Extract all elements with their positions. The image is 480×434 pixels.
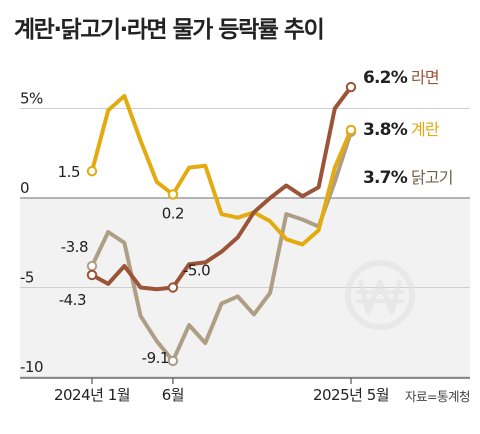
end-label-value: 3.7% bbox=[363, 168, 408, 188]
data-point-marker bbox=[86, 260, 98, 272]
data-labels: -4.3 -5.0 1.5 0.2 -3.8 -9.1 6.2% 라면 3.8% 계란 3.7% 닭고… bbox=[58, 68, 454, 367]
series-line-라면 bbox=[90, 85, 353, 292]
data-label: -9.1 bbox=[142, 349, 169, 367]
end-point-marker bbox=[345, 124, 357, 136]
x-tick-label: 2024년 1월 bbox=[54, 386, 130, 404]
data-label: -5.0 bbox=[183, 262, 210, 280]
data-point-marker bbox=[86, 269, 98, 281]
source-note: 자료=통계청 bbox=[405, 389, 470, 404]
won-sign-icon bbox=[345, 260, 415, 330]
series-name: 라면 bbox=[411, 68, 439, 87]
data-point-marker bbox=[167, 355, 179, 367]
series-name: 계란 bbox=[411, 120, 440, 139]
end-point-marker bbox=[345, 81, 357, 93]
y-tick-label: 5% bbox=[20, 90, 43, 108]
end-label-라면: 6.2% 라면 bbox=[363, 68, 439, 88]
data-point-marker bbox=[167, 189, 179, 200]
data-label: 1.5 bbox=[58, 163, 80, 181]
series-lines bbox=[86, 81, 357, 367]
y-tick-label: -10 bbox=[20, 358, 43, 376]
data-label: -3.8 bbox=[61, 238, 88, 256]
y-tick-label: -5 bbox=[20, 269, 34, 287]
x-tick-label: 6월 bbox=[162, 386, 184, 404]
end-label-닭고기: 3.7% 닭고기 bbox=[363, 168, 453, 188]
series-name: 닭고기 bbox=[411, 168, 453, 187]
y-tick-label: 0 bbox=[20, 179, 29, 197]
chart-title: 계란·닭고기·라면 물가 등락률 추이 bbox=[14, 17, 325, 43]
series-line-계란 bbox=[90, 94, 353, 247]
gridlines bbox=[20, 108, 470, 378]
data-label: -4.3 bbox=[59, 291, 86, 309]
data-point-marker bbox=[167, 282, 179, 293]
series-line-닭고기 bbox=[90, 129, 353, 363]
end-label-value: 3.8% bbox=[363, 120, 408, 140]
end-label-계란: 3.8% 계란 bbox=[363, 120, 440, 140]
x-tick-label: 2025년 5월 bbox=[313, 386, 389, 404]
axes: 5% 0 -5 -10 2024년 1월 6월 2025년 5월 bbox=[20, 90, 470, 404]
data-label: 0.2 bbox=[162, 204, 184, 222]
end-label-value: 6.2% bbox=[363, 68, 408, 88]
data-point-marker bbox=[86, 165, 98, 177]
